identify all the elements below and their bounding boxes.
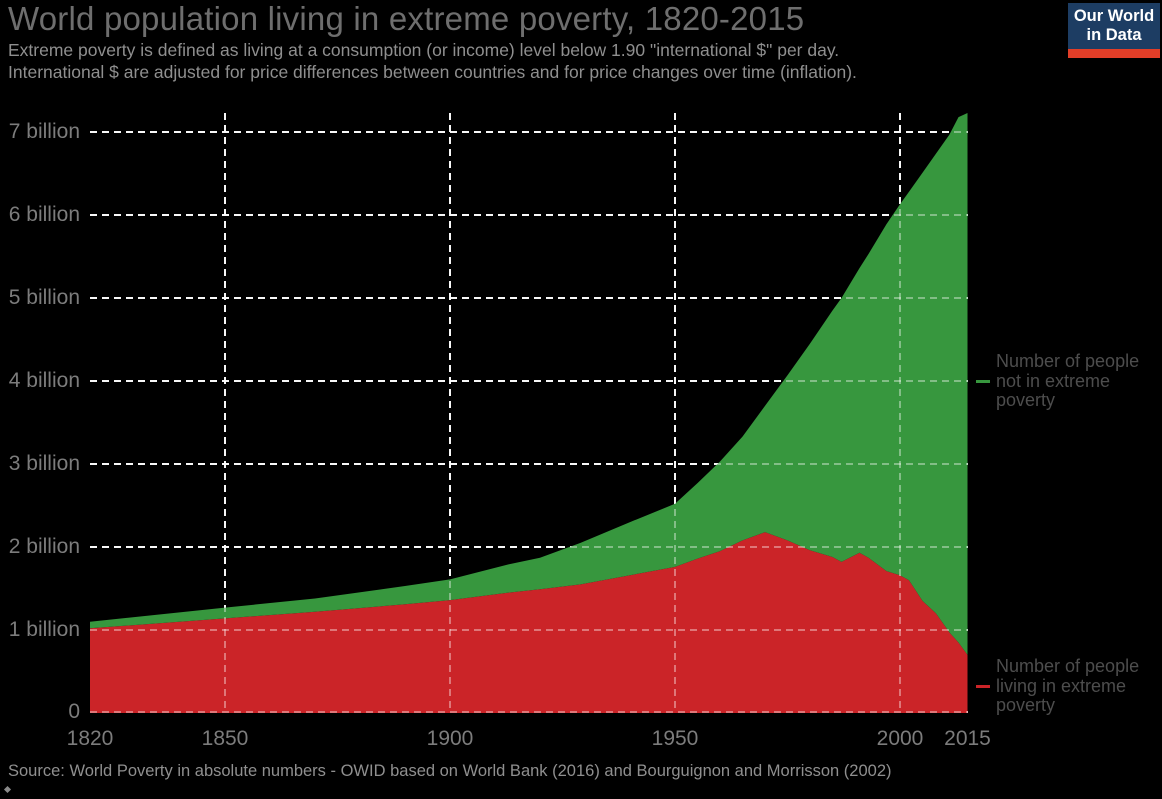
chart-title: World population living in extreme pover…: [8, 0, 805, 37]
owid-logo-box: Our World in Data: [1068, 3, 1160, 49]
y-axis-label-3: 3 billion: [8, 452, 80, 475]
legend-red-line3: poverty: [996, 695, 1056, 715]
legend-green-line3: poverty: [996, 390, 1056, 410]
y-axis-label-7: 7 billion: [8, 120, 80, 143]
source-line: Source: World Poverty in absolute number…: [8, 762, 892, 780]
x-axis-label-1820: 1820: [66, 727, 114, 750]
owid-logo-stripe: [1068, 49, 1160, 58]
legend-red-dash: [976, 685, 990, 688]
legend-green-line2: not in extreme: [996, 370, 1111, 391]
x-axis-label-2015: 2015: [944, 727, 991, 750]
legend-living-in-extreme-poverty: Number of people living in extreme pover…: [976, 656, 1162, 716]
chart-subtitle-line2: International $ are adjusted for price d…: [8, 62, 857, 82]
chart-subtitle-line1: Extreme poverty is defined as living at …: [8, 40, 840, 60]
legend-red-line1: Number of people: [996, 656, 1140, 676]
stacked-area-plot: [90, 113, 968, 713]
x-axis-label-1950: 1950: [651, 727, 699, 750]
legend-green-dash: [976, 380, 990, 383]
y-axis-label-1: 1 billion: [8, 618, 80, 641]
owid-logo-line2: in Data: [1086, 26, 1142, 44]
extreme-poverty-area: [90, 532, 968, 713]
not-in-poverty-area: [90, 113, 968, 655]
x-axis-label-2000: 2000: [876, 727, 924, 750]
owid-logo-line1: Our World: [1073, 7, 1155, 25]
y-axis-label-2: 2 billion: [8, 535, 80, 558]
footer-dot-icon: [3, 785, 12, 794]
owid-logo: Our World in Data: [1068, 3, 1160, 58]
y-axis-label-5: 5 billion: [8, 286, 80, 309]
legend-red-line2: living in extreme: [996, 675, 1127, 696]
x-axis-label-1900: 1900: [426, 727, 474, 750]
legend-not-in-extreme-poverty: Number of people not in extreme poverty: [976, 351, 1162, 411]
legend-green-line1: Number of people: [996, 351, 1140, 371]
y-axis-label-6: 6 billion: [8, 203, 80, 226]
y-axis-label-0: 0: [68, 700, 80, 723]
y-axis-label-4: 4 billion: [8, 369, 80, 392]
x-axis-label-1850: 1850: [201, 727, 249, 750]
